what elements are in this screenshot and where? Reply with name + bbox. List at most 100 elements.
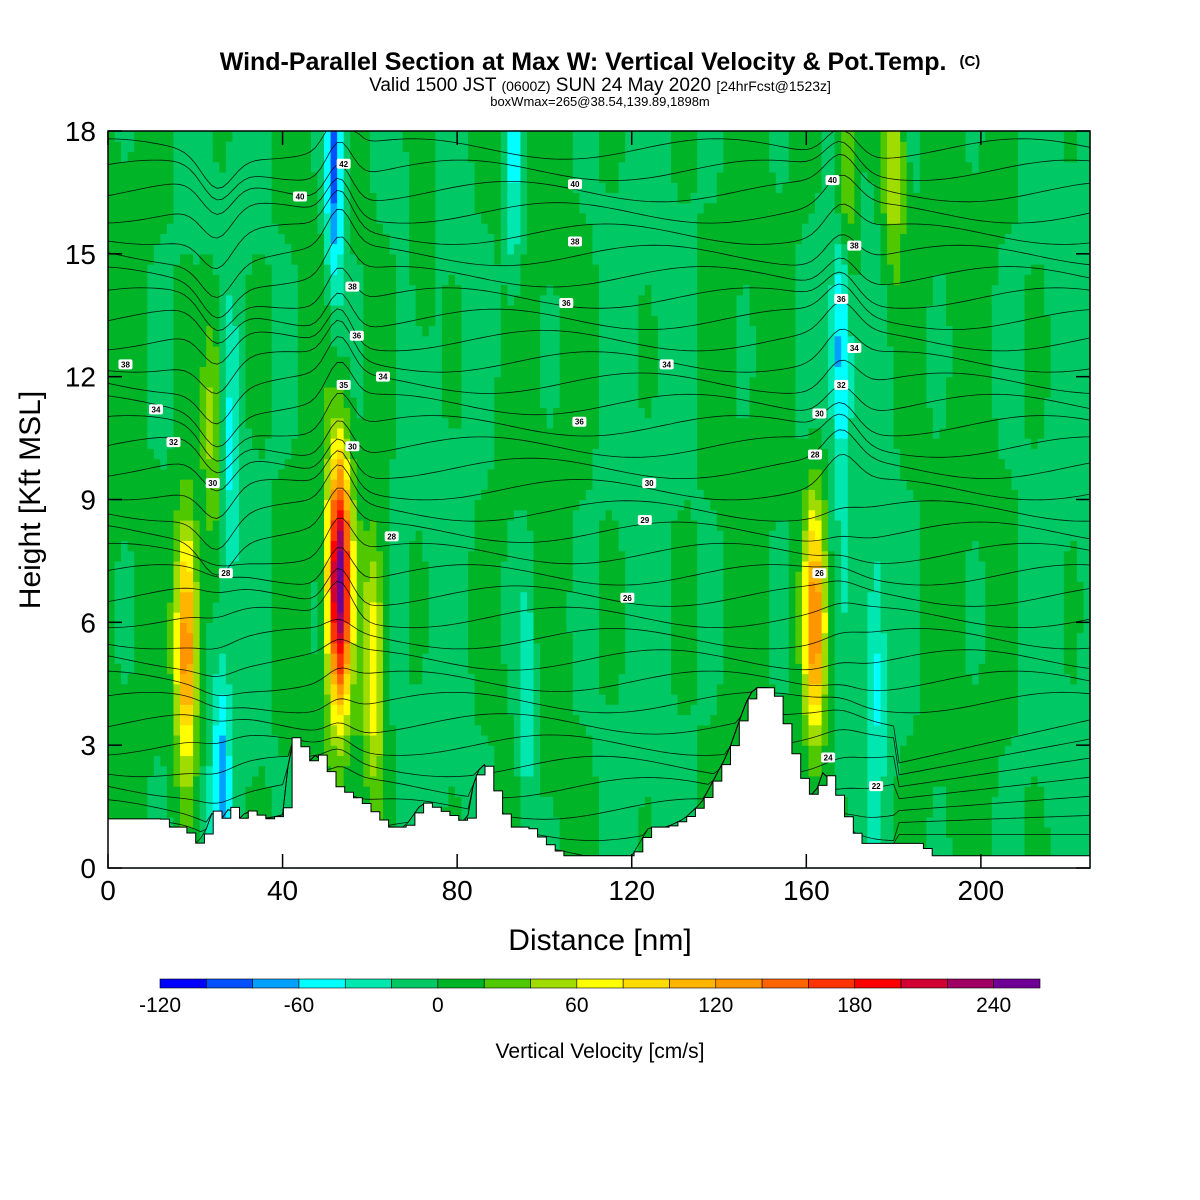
velocity-cell	[474, 376, 482, 388]
velocity-cell	[454, 325, 463, 337]
velocity-cell	[317, 724, 325, 736]
velocity-cell	[324, 212, 332, 224]
velocity-cell	[271, 386, 279, 398]
velocity-cell	[481, 550, 489, 562]
velocity-cell	[389, 612, 397, 623]
velocity-cell	[310, 458, 319, 470]
velocity-cell	[114, 509, 122, 521]
velocity-cell	[252, 591, 260, 603]
velocity-cell	[245, 673, 253, 685]
velocity-cell	[212, 704, 220, 716]
velocity-cell	[134, 775, 142, 787]
velocity-cell	[291, 458, 299, 470]
velocity-cell	[193, 560, 201, 572]
velocity-cell	[310, 171, 319, 183]
velocity-cell	[238, 182, 247, 194]
velocity-cell	[540, 571, 548, 582]
velocity-cell	[441, 397, 450, 408]
velocity-cell	[134, 704, 142, 716]
velocity-cell	[284, 509, 292, 521]
velocity-cell	[415, 704, 423, 716]
velocity-cell	[173, 786, 181, 797]
chart-subtitle: Valid 1500 JST (0600Z) SUN 24 May 2020 […	[369, 75, 831, 96]
velocity-cell	[461, 294, 469, 306]
velocity-cell	[265, 765, 273, 777]
velocity-cell	[324, 571, 332, 582]
velocity-cell	[317, 663, 325, 675]
velocity-cell	[494, 458, 502, 470]
velocity-cell	[389, 571, 397, 582]
velocity-cell	[219, 264, 227, 275]
velocity-cell	[487, 345, 495, 357]
velocity-cell	[441, 550, 450, 562]
velocity-cell	[134, 550, 142, 562]
velocity-cell	[147, 601, 155, 613]
velocity-cell	[409, 571, 417, 582]
velocity-cell	[258, 540, 266, 552]
velocity-cell	[232, 141, 240, 153]
velocity-cell	[284, 305, 292, 316]
velocity-cell	[121, 171, 129, 183]
velocity-cell	[526, 356, 535, 368]
velocity-cell	[520, 284, 528, 296]
velocity-cell	[153, 438, 161, 449]
velocity-cell	[415, 693, 423, 705]
velocity-cell	[206, 335, 214, 347]
velocity-cell	[330, 468, 338, 480]
velocity-cell	[153, 693, 161, 705]
velocity-cell	[520, 653, 528, 664]
velocity-cell	[225, 427, 233, 439]
velocity-cell	[507, 356, 515, 368]
velocity-cell	[540, 438, 548, 449]
velocity-cell	[454, 386, 463, 398]
velocity-cell	[317, 704, 325, 716]
velocity-cell	[428, 724, 436, 736]
velocity-cell	[245, 468, 253, 480]
velocity-cell	[402, 192, 410, 204]
velocity-cell	[284, 601, 292, 613]
velocity-cell	[121, 714, 129, 726]
velocity-cell	[271, 550, 279, 562]
velocity-cell	[422, 612, 430, 623]
velocity-cell	[134, 141, 142, 153]
velocity-cell	[127, 284, 135, 296]
velocity-cell	[507, 335, 515, 347]
velocity-cell	[396, 335, 404, 347]
velocity-cell	[258, 335, 266, 347]
velocity-cell	[454, 376, 463, 388]
velocity-cell	[173, 345, 181, 357]
velocity-cell	[422, 540, 430, 552]
velocity-cell	[153, 131, 161, 142]
velocity-cell	[219, 642, 227, 654]
velocity-cell	[363, 202, 371, 214]
velocity-cell	[160, 417, 168, 429]
velocity-cell	[382, 253, 391, 265]
velocity-cell	[265, 755, 273, 767]
velocity-cell	[546, 530, 554, 542]
velocity-cell	[219, 294, 227, 306]
velocity-cell	[147, 131, 155, 142]
velocity-cell	[382, 448, 391, 460]
velocity-cell	[180, 438, 188, 449]
velocity-cell	[291, 683, 299, 695]
velocity-cell	[193, 765, 201, 777]
velocity-cell	[350, 407, 358, 419]
velocity-cell	[396, 448, 404, 460]
velocity-cell	[526, 714, 535, 726]
velocity-cell	[513, 560, 522, 572]
velocity-cell	[225, 755, 233, 767]
velocity-cell	[252, 212, 260, 224]
velocity-cell	[114, 653, 122, 664]
velocity-cell	[461, 693, 469, 705]
velocity-cell	[140, 141, 148, 153]
velocity-cell	[108, 550, 116, 562]
velocity-cell	[435, 376, 443, 388]
velocity-cell	[173, 479, 181, 490]
velocity-cell	[225, 765, 233, 777]
velocity-cell	[369, 673, 378, 685]
velocity-cell	[520, 509, 528, 521]
velocity-cell	[173, 499, 181, 511]
velocity-cell	[297, 642, 305, 654]
velocity-cell	[330, 765, 338, 777]
velocity-cell	[245, 489, 253, 501]
